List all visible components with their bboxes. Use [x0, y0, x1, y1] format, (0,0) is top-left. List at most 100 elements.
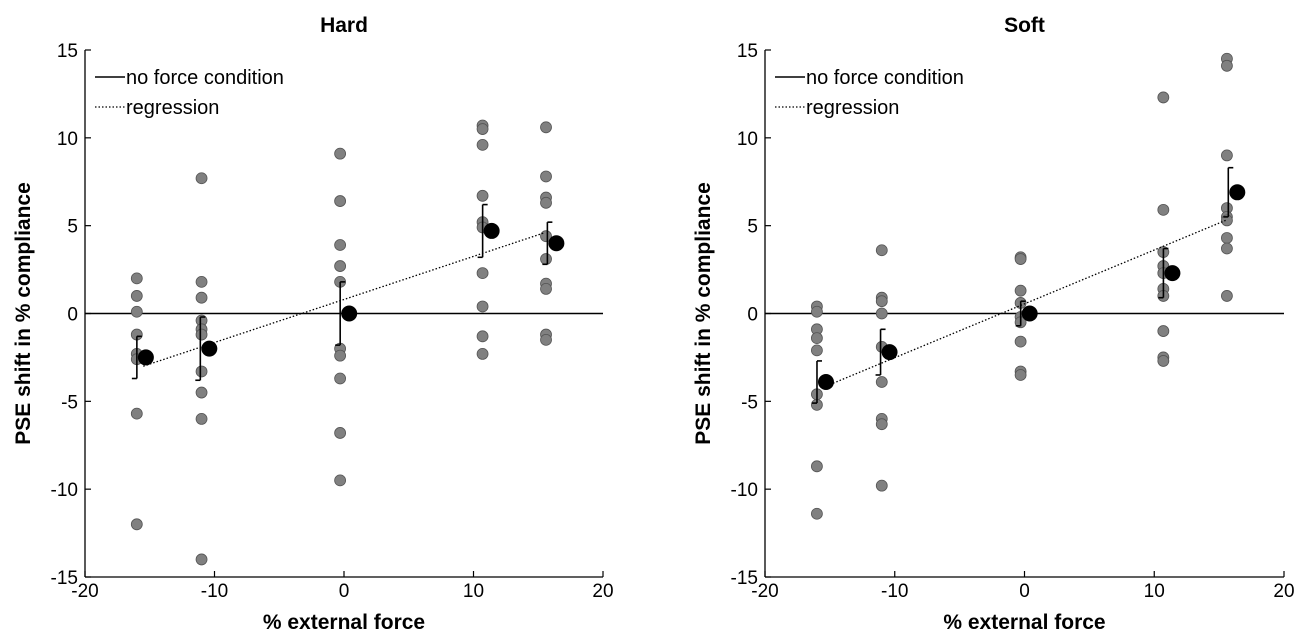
chart-title: Hard — [320, 14, 368, 37]
individual-point — [334, 349, 347, 362]
individual-point — [195, 328, 208, 341]
y-tick-label: 10 — [737, 129, 758, 150]
individual-point — [1014, 335, 1027, 348]
y-tick-label: -10 — [51, 480, 78, 501]
individual-point — [811, 507, 823, 520]
x-tick-label: -10 — [881, 581, 908, 602]
individual-point — [1014, 284, 1027, 297]
legend-no-force: no force condition — [126, 67, 284, 89]
individual-point — [875, 376, 888, 388]
individual-point — [334, 195, 347, 207]
individual-point — [195, 291, 208, 304]
individual-point — [875, 244, 888, 257]
mean-point — [137, 349, 154, 366]
chart-title: Soft — [1004, 14, 1045, 37]
individual-point — [476, 189, 489, 202]
individual-point — [811, 332, 823, 344]
individual-point — [476, 138, 489, 151]
individual-point — [1157, 355, 1170, 367]
y-axis-label: PSE shift in % compliance — [12, 182, 35, 445]
individual-point — [1221, 232, 1233, 244]
legend-regression: regression — [806, 97, 899, 119]
individual-point — [195, 386, 208, 399]
x-tick-label: -10 — [201, 581, 228, 602]
individual-point — [476, 330, 489, 343]
mean-point — [1021, 305, 1038, 322]
individual-point — [540, 283, 552, 295]
individual-point — [130, 305, 143, 318]
y-axis-label: PSE shift in % compliance — [692, 182, 715, 445]
individual-point — [334, 474, 347, 487]
individual-point — [540, 333, 552, 346]
individual-point — [476, 348, 489, 360]
x-tick-label: 0 — [1019, 581, 1030, 602]
individual-point — [130, 290, 143, 302]
x-tick-label: -20 — [71, 581, 98, 602]
individual-point — [476, 123, 489, 135]
mean-point — [341, 305, 358, 322]
individual-point — [1221, 59, 1233, 72]
x-tick-label: 0 — [339, 581, 350, 602]
individual-point — [1221, 290, 1233, 302]
individual-point — [875, 307, 888, 320]
individual-point — [334, 260, 347, 272]
x-axis-label: % external force — [263, 611, 425, 634]
individual-point — [1014, 369, 1027, 381]
individual-point — [811, 305, 823, 318]
regression-line — [823, 219, 1226, 388]
x-tick-label: 20 — [592, 581, 613, 602]
individual-point — [130, 272, 143, 285]
y-tick-label: -5 — [61, 392, 78, 413]
individual-point — [476, 267, 489, 279]
individual-point — [540, 170, 552, 183]
individual-point — [811, 344, 823, 357]
individual-point — [1157, 325, 1170, 337]
mean-point — [1164, 265, 1181, 282]
mean-point — [483, 222, 500, 239]
mean-point — [817, 374, 834, 391]
y-tick-label: 5 — [747, 217, 758, 238]
mean-point — [1229, 184, 1246, 201]
individual-point — [1221, 242, 1233, 255]
y-tick-label: 0 — [747, 305, 758, 326]
soft-panel: -20 -10 0 10 20 -15 -10 -5 0 5 10 15 no force condit… — [692, 14, 1295, 634]
legend-regression: regression — [126, 97, 219, 119]
individual-point — [334, 239, 347, 251]
y-tick-label: -10 — [731, 480, 758, 501]
individual-point — [130, 407, 143, 420]
mean-point — [201, 340, 218, 357]
individual-point — [811, 460, 823, 473]
y-tick-label: 15 — [737, 41, 758, 62]
y-tick-label: -15 — [51, 568, 78, 589]
hard-panel: -20 -10 0 10 20 -15 -10 -5 0 5 10 15 no force condit… — [12, 14, 614, 634]
individual-point — [540, 121, 552, 134]
y-tick-label: 15 — [57, 41, 78, 62]
y-tick-label: -15 — [731, 568, 758, 589]
individual-point — [195, 275, 208, 288]
individual-point — [195, 172, 208, 185]
x-tick-label: -20 — [751, 581, 778, 602]
individual-point — [540, 196, 552, 209]
individual-point — [1221, 149, 1233, 162]
individual-point — [1157, 91, 1170, 104]
individual-point — [476, 300, 489, 313]
individual-point — [130, 518, 143, 531]
individual-point — [875, 418, 888, 431]
individual-point — [195, 412, 208, 425]
individual-point — [334, 147, 347, 160]
x-tick-label: 10 — [1144, 581, 1165, 602]
individual-point — [875, 295, 888, 308]
y-tick-label: -5 — [741, 392, 758, 413]
individual-point — [334, 372, 347, 385]
x-tick-label: 20 — [1273, 581, 1294, 602]
individual-point — [1157, 203, 1170, 216]
individual-point — [195, 553, 208, 566]
legend-no-force: no force condition — [806, 67, 964, 89]
individual-point — [334, 427, 347, 439]
x-tick-label: 10 — [463, 581, 484, 602]
y-tick-label: 0 — [67, 305, 78, 326]
individual-point — [1014, 253, 1027, 265]
mean-point — [881, 344, 898, 361]
individual-point — [875, 479, 888, 492]
